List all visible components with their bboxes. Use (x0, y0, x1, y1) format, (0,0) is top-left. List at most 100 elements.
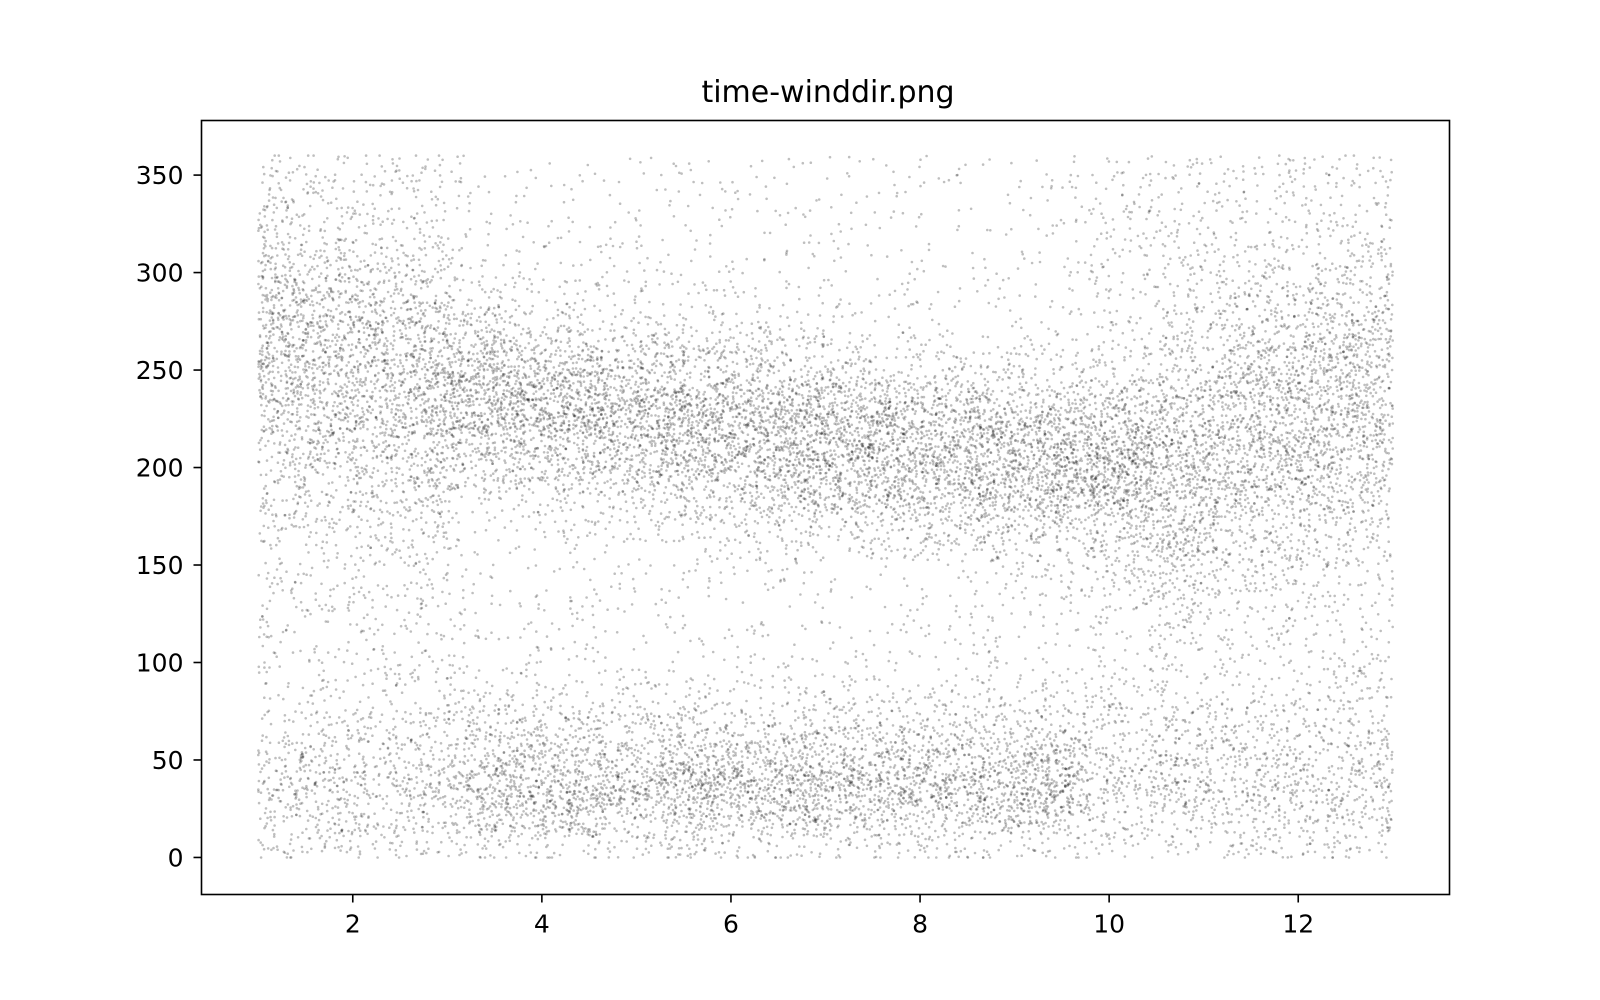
scatter-point (1205, 550, 1209, 554)
scatter-point (959, 467, 962, 471)
scatter-point (681, 433, 685, 437)
scatter-point (625, 270, 629, 273)
scatter-point (532, 754, 535, 757)
scatter-point (410, 315, 414, 319)
scatter-point (439, 393, 443, 397)
scatter-point (927, 632, 931, 636)
scatter-point (637, 527, 640, 530)
scatter-point (878, 782, 882, 786)
scatter-point (778, 401, 781, 405)
scatter-point (890, 417, 894, 421)
scatter-point (454, 743, 458, 746)
scatter-point (366, 326, 369, 330)
scatter-point (538, 503, 542, 507)
scatter-point (906, 288, 909, 291)
scatter-point (1149, 469, 1152, 472)
scatter-point (267, 254, 271, 258)
scatter-point (869, 547, 873, 551)
scatter-point (872, 509, 875, 513)
scatter-point (1084, 381, 1088, 384)
scatter-point (1120, 398, 1124, 402)
scatter-point (826, 392, 830, 396)
scatter-point (582, 375, 585, 378)
scatter-point (321, 779, 325, 782)
scatter-point (537, 773, 541, 776)
scatter-point (780, 782, 784, 786)
scatter-point (1319, 782, 1323, 785)
scatter-point (1195, 451, 1199, 455)
scatter-point (1279, 495, 1282, 498)
scatter-point (655, 470, 658, 473)
scatter-point (1194, 371, 1197, 374)
scatter-point (1184, 505, 1188, 509)
scatter-point (507, 365, 510, 369)
scatter-point (1157, 196, 1160, 199)
scatter-point (790, 424, 793, 428)
scatter-point (1372, 466, 1376, 470)
scatter-point (660, 816, 664, 819)
scatter-point (1034, 367, 1037, 370)
scatter-point (523, 311, 526, 314)
scatter-point (527, 622, 530, 626)
scatter-point (761, 634, 764, 638)
scatter-point (1114, 707, 1118, 710)
scatter-point (284, 758, 287, 761)
scatter-point (996, 556, 1000, 559)
scatter-point (508, 754, 512, 757)
scatter-point (1235, 385, 1239, 389)
scatter-point (1245, 746, 1249, 749)
scatter-point (969, 364, 973, 368)
scatter-point (760, 779, 764, 783)
scatter-point (414, 454, 418, 458)
scatter-point (738, 807, 741, 811)
scatter-point (348, 839, 352, 843)
scatter-point (768, 818, 771, 822)
scatter-point (976, 405, 979, 409)
scatter-point (780, 774, 784, 777)
scatter-point (630, 454, 634, 458)
scatter-point (551, 454, 554, 457)
scatter-point (401, 500, 404, 504)
scatter-point (981, 787, 985, 791)
scatter-point (1285, 372, 1289, 376)
scatter-point (677, 463, 681, 467)
scatter-point (386, 420, 389, 423)
scatter-point (420, 528, 424, 531)
scatter-point (581, 348, 585, 352)
scatter-point (1017, 824, 1021, 828)
scatter-point (1215, 556, 1219, 560)
scatter-point (293, 480, 297, 484)
scatter-point (1246, 422, 1249, 426)
scatter-point (1353, 447, 1356, 450)
scatter-point (305, 809, 309, 813)
scatter-point (666, 847, 670, 850)
scatter-point (471, 591, 474, 595)
scatter-point (1304, 399, 1307, 402)
scatter-point (761, 470, 765, 473)
scatter-point (1116, 382, 1119, 386)
scatter-point (1035, 159, 1038, 162)
scatter-point (607, 429, 610, 433)
scatter-point (1376, 329, 1380, 333)
scatter-point (509, 439, 513, 442)
scatter-point (802, 426, 806, 429)
scatter-point (1212, 518, 1216, 522)
scatter-point (646, 434, 649, 437)
scatter-point (417, 360, 421, 363)
scatter-point (744, 523, 748, 526)
scatter-point (940, 742, 943, 745)
scatter-point (1006, 451, 1010, 455)
scatter-point (315, 531, 318, 535)
scatter-point (441, 367, 445, 370)
scatter-point (893, 824, 897, 828)
scatter-point (562, 419, 566, 423)
scatter-point (1253, 746, 1257, 749)
scatter-point (407, 761, 411, 764)
scatter-point (739, 769, 743, 773)
scatter-point (273, 154, 277, 157)
scatter-point (1094, 615, 1098, 618)
scatter-point (833, 449, 836, 453)
scatter-point (321, 298, 324, 301)
scatter-point (706, 347, 709, 350)
scatter-point (674, 856, 678, 859)
